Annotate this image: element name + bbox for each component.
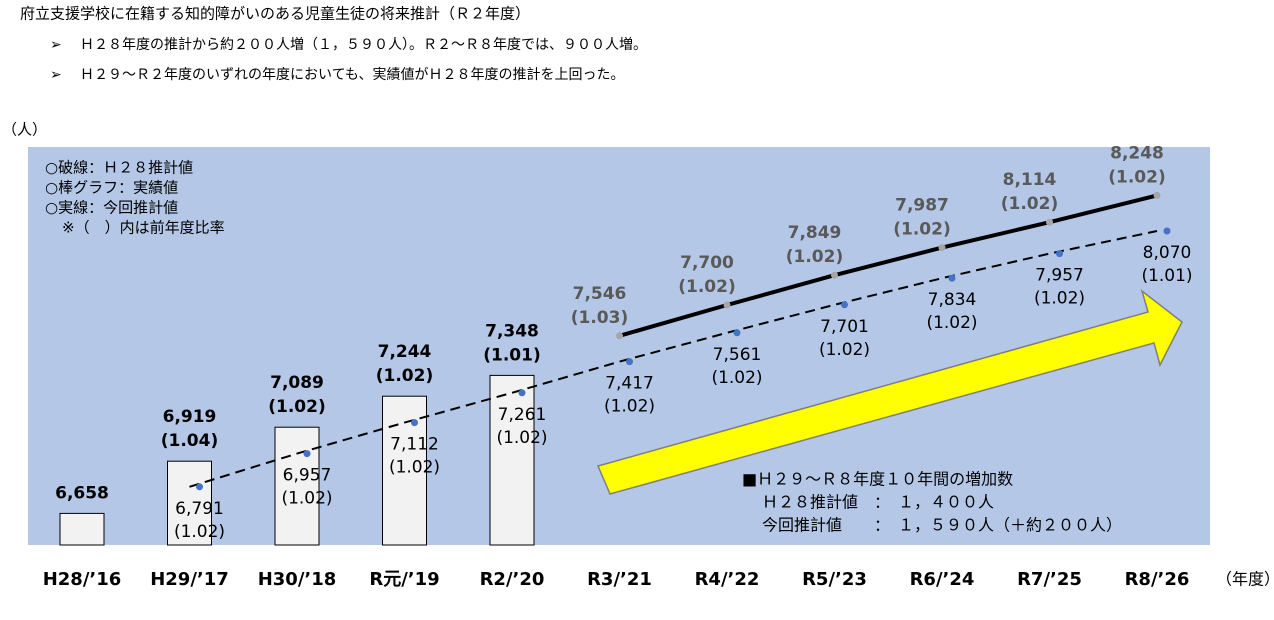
bar xyxy=(167,460,212,546)
summary: ■Ｈ２９～Ｒ８年度１０年間の増加数 xyxy=(742,470,1013,489)
line-value-label: 7,112 xyxy=(390,435,439,455)
line-value-label: 8,070 xyxy=(1143,243,1192,263)
point xyxy=(616,332,623,340)
legend-note: ○棒グラフ：実績値 xyxy=(45,179,178,197)
bar-ratio-label: (1.04) xyxy=(161,431,218,451)
line-ratio-label: (1.02) xyxy=(893,220,950,240)
line-ratio-label: (1.02) xyxy=(389,458,440,478)
point xyxy=(841,301,848,309)
point xyxy=(1056,250,1063,258)
line-value-label: 7,834 xyxy=(928,290,977,310)
x-tick-label: H28/’16 xyxy=(43,569,122,590)
x-tick-label: R6/’24 xyxy=(910,569,975,590)
x-tick-label: R7/’25 xyxy=(1017,569,1082,590)
point xyxy=(411,419,418,427)
line-ratio-label: (1.02) xyxy=(819,340,870,360)
x-tick-label: H30/’18 xyxy=(258,569,337,590)
line-ratio-label: (1.02) xyxy=(711,368,762,388)
line-value-label: 7,546 xyxy=(573,284,627,304)
line-ratio-label: (1.02) xyxy=(281,489,332,509)
line-value-label: 7,561 xyxy=(713,345,762,365)
legend-note: ※（ ）内は前年度比率 xyxy=(62,219,225,237)
line-value-label: 7,701 xyxy=(820,317,869,337)
bar xyxy=(274,426,320,546)
line-ratio-label: (1.02) xyxy=(926,313,977,333)
bar-value-label: 7,089 xyxy=(270,373,324,393)
summary: 今回推計値 ： １，５９０人（＋約２００人） xyxy=(762,516,1122,535)
bar-value-label: 7,348 xyxy=(485,321,539,341)
line-ratio-label: (1.02) xyxy=(1034,289,1085,309)
line xyxy=(189,230,1158,488)
x-tick-label: R8/’26 xyxy=(1125,569,1190,590)
point xyxy=(1163,227,1171,235)
line-ratio-label: (1.03) xyxy=(571,308,628,328)
bar xyxy=(382,395,427,546)
line-ratio-label: (1.02) xyxy=(1108,167,1165,187)
line-ratio-label: (1.02) xyxy=(1001,194,1058,214)
point xyxy=(831,271,838,279)
summary: Ｈ２８推計値 ： １，４００人 xyxy=(762,493,994,512)
line-value-label: 8,248 xyxy=(1110,143,1164,163)
bullet: Ｈ２８年度の推計から約２００人増（１，５９０人）。Ｒ２～Ｒ８年度では、９００人増… xyxy=(80,37,647,53)
line-value-label: 8,114 xyxy=(1003,170,1057,190)
line-value-label: 7,987 xyxy=(895,196,949,216)
line-value-label: 6,791 xyxy=(175,499,224,519)
point xyxy=(626,358,633,366)
bar xyxy=(489,374,535,546)
line-value-label: 6,957 xyxy=(283,466,332,486)
bullet-mark: ➢ xyxy=(50,67,62,83)
bar-ratio-label: (1.02) xyxy=(376,366,433,386)
bullet: Ｈ２９～Ｒ２年度のいずれの年度においても、実績値がＨ２８年度の推計を上回った。 xyxy=(80,67,624,83)
point xyxy=(733,329,741,337)
x-tick-label: R2/’20 xyxy=(480,569,545,590)
line-value-label: 7,700 xyxy=(680,253,734,273)
point xyxy=(948,274,956,282)
line-ratio-label: (1.02) xyxy=(174,522,225,542)
point xyxy=(518,389,526,397)
line-ratio-label: (1.02) xyxy=(786,247,843,267)
point xyxy=(1153,191,1161,199)
y-label: （人） xyxy=(2,121,47,139)
doc-title: 府立支援学校に在籍する知的障がいのある児童生徒の将来推計（Ｒ２年度） xyxy=(20,5,530,23)
point xyxy=(303,450,311,458)
line-value-label: 7,417 xyxy=(605,374,654,394)
line-ratio-label: (1.02) xyxy=(604,397,655,417)
bar-value-label: 6,919 xyxy=(163,407,217,427)
bar-value-label: 6,658 xyxy=(55,483,109,503)
point xyxy=(196,483,203,491)
line-value-label: 7,957 xyxy=(1035,266,1084,286)
point xyxy=(1046,218,1053,226)
x-tick-label: R3/’21 xyxy=(587,569,652,590)
legend-note: ○実線：今回推計値 xyxy=(45,199,178,217)
line-ratio-label: (1.02) xyxy=(496,428,547,448)
x-tick-label: R元/’19 xyxy=(369,569,439,590)
trend-arrow xyxy=(596,289,1183,495)
bar-ratio-label: (1.01) xyxy=(483,345,540,365)
bullet-mark: ➢ xyxy=(50,37,62,53)
bar-value-label: 7,244 xyxy=(378,342,432,362)
x-tick-label: R5/’23 xyxy=(802,569,867,590)
line xyxy=(618,193,1158,338)
bar xyxy=(59,512,105,546)
point xyxy=(723,301,731,309)
line-ratio-label: (1.02) xyxy=(678,277,735,297)
point xyxy=(938,244,946,252)
line-ratio-label: (1.01) xyxy=(1141,266,1192,286)
x-tick-label: H29/’17 xyxy=(150,569,229,590)
x-label: （年度） xyxy=(1216,570,1274,589)
x-tick-label: R4/’22 xyxy=(695,569,760,590)
bar-ratio-label: (1.02) xyxy=(268,397,325,417)
line-value-label: 7,261 xyxy=(498,405,547,425)
legend-note: ○破線：Ｈ２８推計値 xyxy=(45,159,193,177)
line-value-label: 7,849 xyxy=(788,223,842,243)
